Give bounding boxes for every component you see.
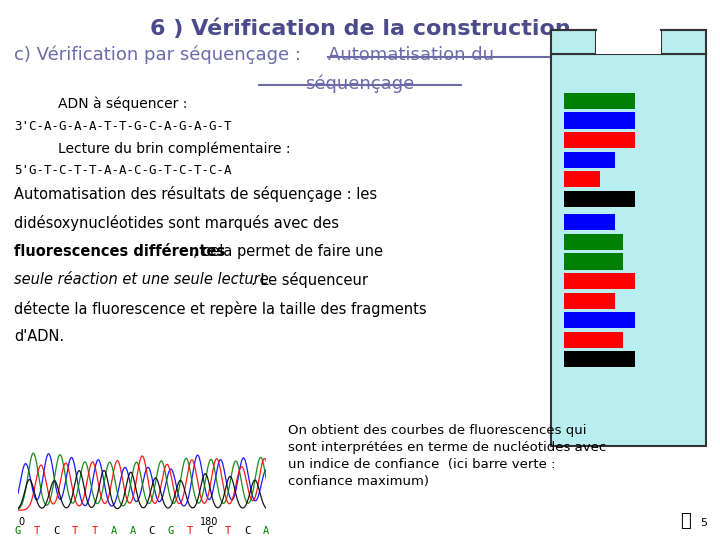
Bar (595, 30, 661, 54)
Bar (564, 152, 616, 168)
Bar (564, 112, 634, 129)
Text: A: A (130, 526, 136, 536)
Bar (564, 171, 600, 187)
Bar (564, 191, 634, 207)
Bar (564, 253, 623, 269)
Text: 6 ) Vérification de la construction: 6 ) Vérification de la construction (150, 19, 570, 39)
Text: seule réaction et une seule lecture: seule réaction et une seule lecture (14, 272, 269, 287)
Text: Automatisation du: Automatisation du (328, 46, 494, 64)
Bar (564, 293, 616, 309)
Text: On obtient des courbes de fluorescences qui
sont interprétées en terme de nucléo: On obtient des courbes de fluorescences … (288, 424, 606, 488)
Text: . Le séquenceur: . Le séquenceur (251, 272, 367, 288)
Bar (551, 30, 595, 54)
Text: T: T (187, 526, 193, 536)
Text: didésoxynucléotides sont marqués avec des: didésoxynucléotides sont marqués avec de… (14, 215, 339, 231)
Text: , cela permet de faire une: , cela permet de faire une (193, 244, 383, 259)
Text: séquençage: séquençage (305, 75, 415, 93)
Text: G: G (168, 526, 174, 536)
Text: C: C (53, 526, 59, 536)
Text: T: T (225, 526, 231, 536)
Bar (564, 214, 616, 231)
Text: C: C (148, 526, 155, 536)
Text: T: T (72, 526, 78, 536)
Text: fluorescences différentes: fluorescences différentes (14, 244, 225, 259)
Text: 180: 180 (199, 517, 218, 527)
Text: C: C (206, 526, 212, 536)
Text: 5: 5 (700, 518, 707, 528)
Text: 0: 0 (18, 517, 24, 527)
Text: G: G (15, 526, 21, 536)
Text: A: A (264, 526, 269, 536)
Text: ADN à séquencer :: ADN à séquencer : (58, 96, 187, 111)
Bar (564, 234, 623, 250)
Text: 5'G-T-C-T-T-A-A-C-G-T-C-T-C-A: 5'G-T-C-T-T-A-A-C-G-T-C-T-C-A (14, 164, 232, 177)
Text: 3'C-A-G-A-A-T-T-G-C-A-G-A-G-T: 3'C-A-G-A-A-T-T-G-C-A-G-A-G-T (14, 120, 232, 133)
Bar (564, 351, 634, 367)
Bar (564, 93, 634, 109)
Text: c) Vérification par séquençage :: c) Vérification par séquençage : (14, 46, 307, 64)
Text: détecte la fluorescence et repère la taille des fragments: détecte la fluorescence et repère la tai… (14, 301, 427, 317)
Text: C: C (244, 526, 251, 536)
Bar (18, 537, 266, 540)
Text: Lecture du brin complémentaire :: Lecture du brin complémentaire : (58, 141, 290, 156)
Text: d'ADN.: d'ADN. (14, 329, 65, 345)
Bar (661, 30, 706, 54)
Text: 🔊: 🔊 (680, 512, 690, 530)
Bar (564, 332, 623, 348)
Text: T: T (34, 526, 40, 536)
Bar (564, 273, 634, 289)
Bar (551, 54, 706, 446)
Text: Automatisation des résultats de séquençage : les: Automatisation des résultats de séquença… (14, 186, 377, 202)
Bar (564, 132, 634, 148)
Text: T: T (91, 526, 97, 536)
Text: A: A (110, 526, 117, 536)
Bar (564, 312, 634, 328)
